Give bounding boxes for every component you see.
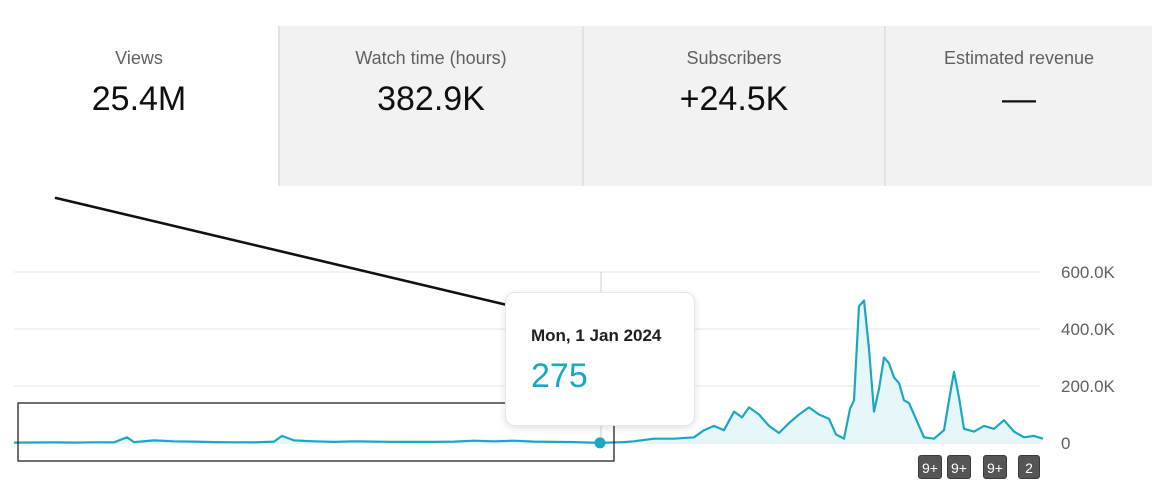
chart-tooltip: Mon, 1 Jan 2024 275 — [505, 292, 695, 426]
views-card[interactable]: Views 25.4M — [0, 26, 278, 186]
event-marker-badge[interactable]: 9+ — [918, 455, 942, 479]
event-marker-badge[interactable]: 9+ — [983, 455, 1007, 479]
event-marker-badge[interactable]: 9+ — [947, 455, 971, 479]
card-divider — [582, 26, 584, 186]
watch-time-value: 382.9K — [377, 80, 485, 118]
event-marker-badge[interactable]: 2 — [1018, 455, 1040, 479]
tooltip-value: 275 — [531, 357, 588, 395]
y-tick-label: 400.0K — [1061, 320, 1116, 339]
tooltip-date: Mon, 1 Jan 2024 — [531, 326, 662, 345]
watch-time-label: Watch time (hours) — [355, 48, 507, 68]
estimated-revenue-card[interactable]: Estimated revenue — — [886, 26, 1152, 186]
card-divider — [884, 26, 886, 186]
subscribers-value: +24.5K — [679, 80, 789, 118]
card-divider — [278, 26, 280, 186]
estimated-revenue-label: Estimated revenue — [943, 48, 1095, 68]
annotation-arrow — [54, 196, 543, 320]
y-axis: 600.0K 400.0K 200.0K 0 — [1061, 263, 1116, 453]
annotation-highlight-box — [17, 402, 615, 462]
subscribers-label: Subscribers — [686, 48, 782, 68]
metric-cards: Views 25.4M Watch time (hours) 382.9K Su… — [0, 26, 1152, 186]
y-tick-label: 600.0K — [1061, 263, 1116, 282]
views-series-line — [13, 299, 1044, 444]
hover-point — [594, 437, 606, 449]
views-value: 25.4M — [91, 80, 187, 118]
subscribers-card[interactable]: Subscribers +24.5K — [584, 26, 884, 186]
watch-time-card[interactable]: Watch time (hours) 382.9K — [280, 26, 582, 186]
y-tick-label: 200.0K — [1061, 377, 1116, 396]
estimated-revenue-value: — — [1002, 80, 1036, 118]
y-tick-label: 0 — [1061, 434, 1070, 453]
views-label: Views — [115, 48, 163, 68]
